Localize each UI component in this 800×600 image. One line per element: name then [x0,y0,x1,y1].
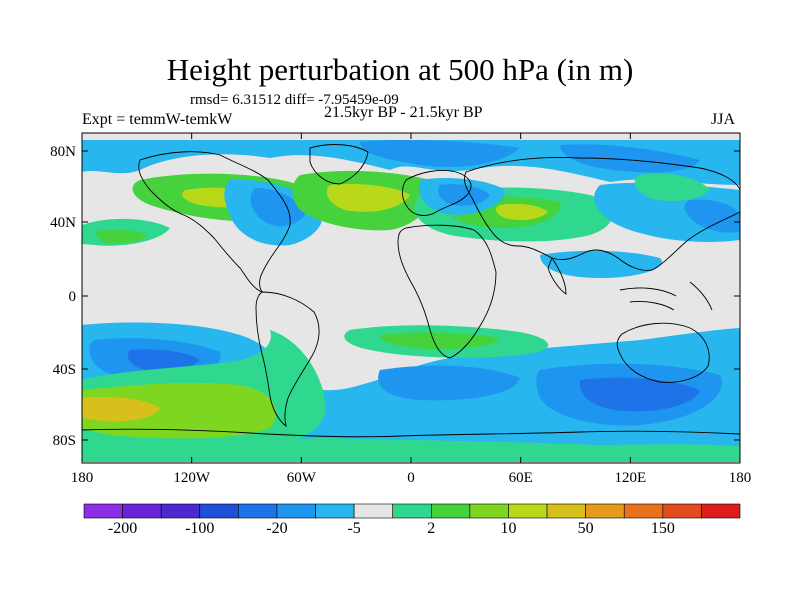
colorbar-label: -200 [108,520,137,537]
colorbar-swatch [160,503,201,519]
coastlines [82,144,740,438]
colorbar-swatch [83,503,123,519]
contour-s-atlantic-pos-core [380,332,500,350]
colorbar-swatch [199,503,239,519]
contour-s-pacific-pos-core [82,382,276,439]
contour-eastasia-neg [594,182,740,242]
coast-antarctica [82,428,740,438]
contour-antarctic-pos [82,438,740,462]
contour-subtropic-neg [540,250,662,278]
contour-siberia-neg [560,144,700,173]
colorbar-swatch [122,503,162,519]
map-axes: 80N 40N 0 40S 80S 180 120W 60W 0 60E 120E 180 [50,133,751,486]
colorbar-swatch [392,503,432,519]
lon-tick-label: 180 [729,470,752,486]
contour-sp-neg-peak [127,349,200,372]
coast-se-asia-islands [619,281,713,311]
lat-tick-label: 40N [50,215,76,231]
lon-tick-label: 60E [509,470,533,486]
colorbar: -200 -100 -20 -5 2 10 50 150 [83,503,741,537]
colorbar-swatch [662,503,702,519]
coast-asia [463,157,740,271]
colorbar-swatch [238,503,278,519]
colorbar-label: 10 [500,520,516,537]
colorbar-swatch [469,503,509,519]
lon-tick-label: 120E [614,470,646,486]
coast-europe [401,169,472,216]
rmsd-diff-text: rmsd= 6.31512 diff= -7.95459e-09 [190,92,399,108]
colorbar-label: 2 [427,520,435,537]
lon-tick-label: 0 [407,470,415,486]
coast-australia [616,322,710,383]
colorbar-swatch [701,503,741,519]
map-title: Height perturbation at 500 hPa (in m) [166,52,634,87]
contour-s-pacific-pos-peak [82,396,160,422]
contour-eurasia-pos-peak [495,203,548,220]
contour-north-polar-neg-core [360,140,520,167]
lat-tick-label: 80S [53,433,76,449]
colorbar-label: 150 [651,520,675,537]
colorbar-swatch [623,503,664,519]
coast-africa [397,224,497,359]
season-label: JJA [711,111,736,128]
colorbar-swatch [315,503,355,519]
coast-greenland [309,144,369,185]
period-label: 21.5kyr BP - 21.5kyr BP [324,104,483,121]
colorbar-swatch [546,503,586,519]
colorbar-swatch [508,503,548,519]
coast-south-america [255,291,320,428]
contour-pacific-pos [634,173,710,202]
lon-tick-label: 180 [71,470,94,486]
colorbar-swatch [585,503,625,519]
lat-tick-label: 80N [50,144,76,160]
experiment-label: Expt = temmW-temkW [82,111,233,128]
colorbar-swatch [276,503,316,519]
lat-tick-label: 40S [53,362,76,378]
contour-nam-neg-core [250,188,305,227]
contour-s-indian-neg [378,365,520,401]
contour-europe-neg-core [438,184,490,206]
colorbar-label: -20 [266,520,287,537]
contour-s-ocean-neg-core [579,377,700,412]
lat-tick-label: 0 [69,289,77,305]
map-plot-area [82,133,740,463]
contour-npac-pos-core [95,229,148,244]
lon-tick-label: 60W [287,470,317,486]
colorbar-label: -5 [347,520,360,537]
contour-eastasia-neg-core [684,199,740,233]
lon-tick-label: 120W [173,470,211,486]
contour-atlantic-pos-core [326,184,410,212]
colorbar-swatch [430,503,471,519]
coast-india [547,257,567,295]
colorbar-label: 50 [578,520,594,537]
colorbar-swatch [353,503,394,519]
colorbar-label: -100 [185,520,214,537]
